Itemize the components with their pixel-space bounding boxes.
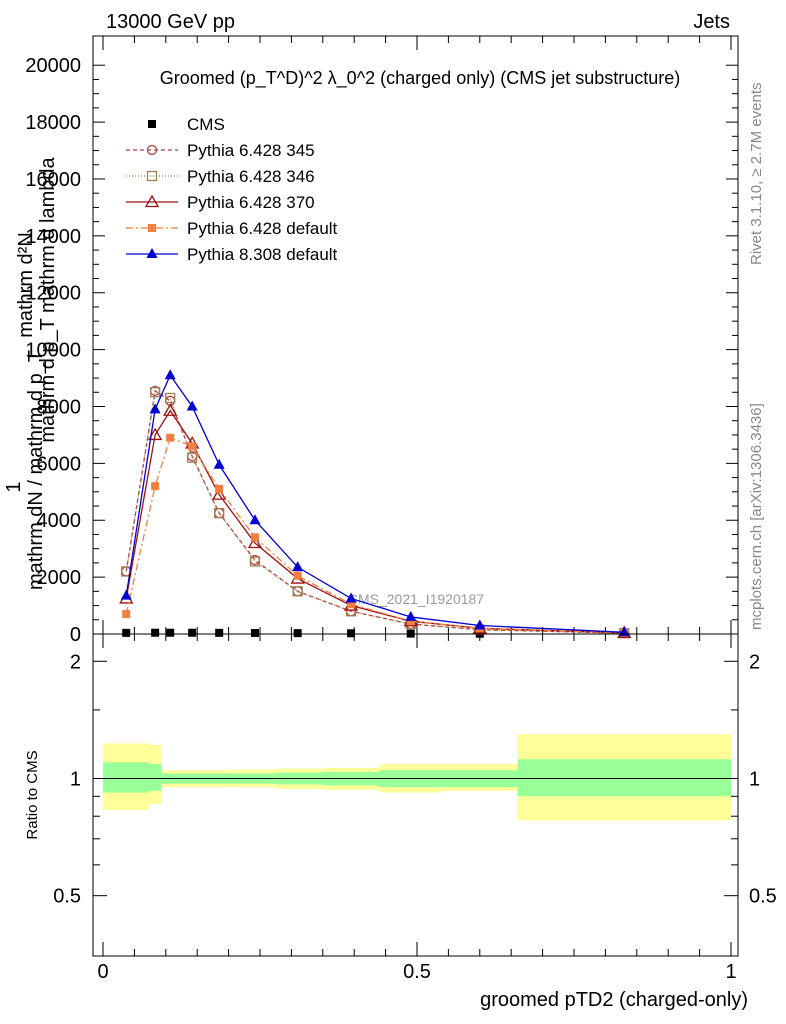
legend-label-p6def: Pythia 6.428 default bbox=[187, 219, 338, 238]
ratio-x-tick-label: 0 bbox=[97, 961, 108, 983]
main-y-axis-label: mathrm d²N mathrm d p_T mathrm d lambda … bbox=[3, 156, 59, 590]
y-label-line-3: 1 bbox=[3, 481, 25, 492]
ratio-y-tick-label-right: 2 bbox=[749, 651, 760, 673]
legend-marker-p346 bbox=[146, 170, 158, 182]
data-point-p6def bbox=[188, 442, 197, 451]
ratio-panel: 0.5 0.51 12 2 0 0.5 1 Ratio to CMS groomed pT… bbox=[24, 633, 777, 1011]
ratio-band-inner bbox=[517, 759, 731, 797]
data-point-p370 bbox=[163, 403, 178, 416]
data-point-cms bbox=[293, 629, 302, 638]
data-point-p6def bbox=[250, 533, 259, 542]
main-y-tick-label: 6000 bbox=[37, 453, 82, 475]
main-y-tick-label: 10000 bbox=[25, 340, 81, 362]
data-point-cms bbox=[122, 628, 131, 637]
main-y-tick-label: 16000 bbox=[25, 169, 81, 191]
legend-label-p370: Pythia 6.428 370 bbox=[187, 193, 315, 212]
legend-label-cms: CMS bbox=[187, 115, 225, 134]
data-point-p8def bbox=[249, 514, 261, 525]
main-y-tick-label: 8000 bbox=[37, 396, 82, 418]
x-axis-label: groomed pTD2 (charged-only) bbox=[480, 989, 748, 1011]
ratio-frame bbox=[92, 633, 739, 957]
ratio-x-tick-label: 1 bbox=[725, 961, 736, 983]
data-point-p370 bbox=[247, 535, 263, 549]
data-point-p6def bbox=[122, 610, 131, 619]
header-right-label: Jets bbox=[693, 11, 730, 33]
ratio-y-tick-label: 1 bbox=[70, 768, 81, 790]
data-point-p8def bbox=[186, 400, 198, 411]
data-point-p8def bbox=[164, 369, 176, 380]
main-y-axis: 0 2000 4000 6000 8000 10000 12000 14000 16000 180… bbox=[25, 55, 738, 646]
ratio-band-group bbox=[103, 734, 731, 821]
main-y-tick-label: 18000 bbox=[25, 112, 81, 134]
data-point-p8def bbox=[474, 619, 486, 630]
legend-marker-p6def bbox=[148, 224, 156, 232]
data-point-p8def bbox=[345, 592, 357, 603]
data-point-p346 bbox=[187, 452, 198, 463]
ratio-band-inner bbox=[148, 763, 162, 791]
series-line-p370 bbox=[125, 409, 625, 634]
legend: CMS Pythia 6.428 345 Pythia 6.428 346 Pythi… bbox=[126, 115, 338, 264]
series-p8def bbox=[120, 369, 630, 637]
ratio-y-tick-label-right: 0.5 bbox=[749, 886, 777, 908]
data-point-p6def bbox=[166, 433, 175, 442]
data-point-p8def bbox=[149, 403, 161, 414]
data-point-p370 bbox=[148, 427, 163, 441]
ratio-y-tick-label: 0.5 bbox=[53, 886, 81, 908]
y-label-line-2: mathrm d p_T mathrm d lambda bbox=[37, 156, 59, 442]
y-label-line-4: mathrm dN / mathrm d p_T bbox=[25, 350, 47, 590]
ratio-y-tick-label-right: 1 bbox=[749, 768, 760, 790]
data-point-p6def bbox=[293, 571, 302, 580]
data-point-cms bbox=[151, 628, 160, 637]
main-y-tick-label: 20000 bbox=[25, 55, 81, 77]
data-point-cms bbox=[250, 629, 259, 638]
legend-marker-p370 bbox=[144, 194, 160, 208]
analysis-watermark: CMS_2021_I1920187 bbox=[348, 591, 484, 607]
ratio-band-inner bbox=[103, 762, 149, 793]
data-point-p346 bbox=[149, 387, 161, 398]
main-chart-title: Groomed (p_T^D)^2 λ_0^2 (charged only) (… bbox=[160, 68, 681, 89]
legend-label-p8def: Pythia 8.308 default bbox=[187, 245, 338, 264]
data-point-cms bbox=[215, 628, 224, 637]
ratio-y-tick-label: 2 bbox=[70, 651, 81, 673]
data-point-cms bbox=[166, 628, 175, 637]
data-point-p8def bbox=[120, 589, 132, 600]
data-point-p8def bbox=[213, 458, 225, 469]
mcplots-label: mcplots.cern.ch [arXiv:1306.3436] bbox=[748, 403, 765, 630]
rivet-version-label: Rivet 3.1.10, ≥ 2.7M events bbox=[748, 83, 765, 266]
data-point-p8def bbox=[292, 561, 304, 572]
main-y-tick-label: 12000 bbox=[25, 283, 81, 305]
main-panel: 0 2000 4000 6000 8000 10000 12000 14000 16000 180… bbox=[3, 35, 739, 646]
main-y-tick-label: 2000 bbox=[37, 567, 82, 589]
ratio-x-axis: 0 0.5 1 bbox=[97, 634, 737, 983]
ratio-y-axis: 0.5 0.5 1 1 2 2 bbox=[53, 651, 777, 907]
legend-marker-p8def bbox=[146, 248, 158, 258]
data-point-p346 bbox=[165, 392, 176, 404]
y-label-line-1: mathrm d²N bbox=[15, 232, 37, 338]
legend-marker-p345 bbox=[146, 144, 158, 156]
data-point-p8def bbox=[405, 610, 417, 621]
main-y-tick-label: 14000 bbox=[25, 226, 81, 248]
ratio-y-axis-label: Ratio to CMS bbox=[24, 750, 41, 839]
data-point-p346 bbox=[292, 586, 303, 597]
data-point-p6def bbox=[347, 600, 356, 609]
data-point-p346 bbox=[249, 556, 261, 567]
legend-label-p345: Pythia 6.428 345 bbox=[187, 141, 315, 160]
legend-label-p346: Pythia 6.428 346 bbox=[187, 167, 315, 186]
main-y-tick-label: 0 bbox=[70, 624, 81, 646]
ratio-x-tick-label: 0.5 bbox=[403, 961, 431, 983]
data-point-p346 bbox=[214, 507, 225, 519]
legend-marker-cms bbox=[148, 120, 156, 128]
main-y-tick-label: 4000 bbox=[37, 510, 82, 532]
header-left-label: 13000 GeV pp bbox=[106, 11, 235, 33]
data-point-p6def bbox=[406, 617, 415, 626]
data-point-p6def bbox=[151, 482, 160, 491]
data-point-cms bbox=[347, 629, 356, 638]
data-point-cms bbox=[188, 628, 197, 637]
data-point-p6def bbox=[215, 484, 224, 493]
main-series-group bbox=[119, 369, 632, 639]
